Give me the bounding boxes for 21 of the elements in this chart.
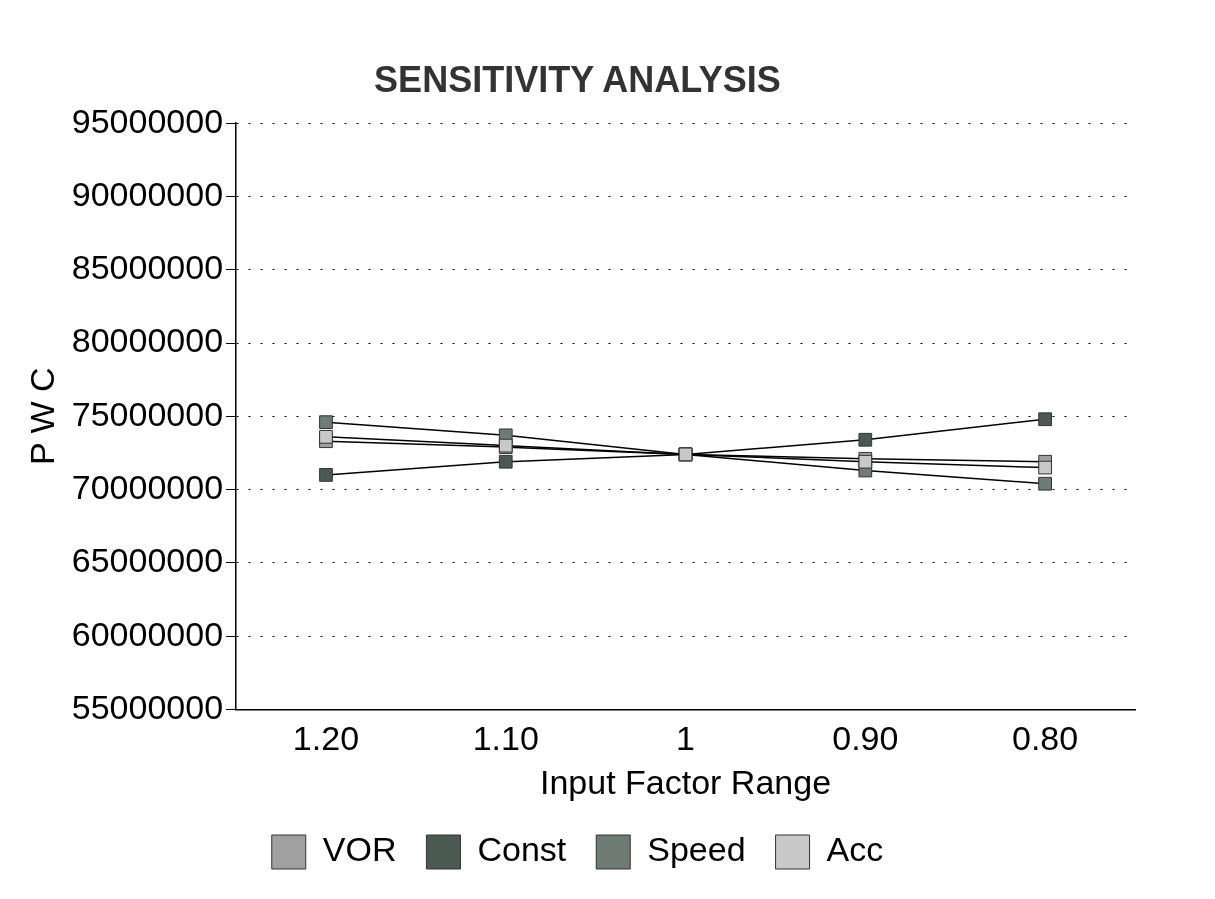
y-tick-label: 60000000 [71,614,224,653]
y-tick-label: 85000000 [71,248,224,287]
x-tick-label: 0.80 [1012,719,1079,758]
y-tick-label: 75000000 [71,394,224,433]
legend-label: Acc [826,830,884,869]
x-tick-label: 0.90 [832,719,899,758]
legend-label: VOR [322,830,397,869]
x-tick-label: 1 [676,719,695,758]
x-tick-label: 1.10 [472,719,539,758]
y-tick-label: 95000000 [71,101,224,140]
legend-label: Speed [647,830,746,869]
y-tick-label: 65000000 [71,541,224,580]
y-tick-label: 80000000 [71,321,224,360]
y-tick-label: 55000000 [71,687,224,726]
x-tick-label: 1.20 [292,719,360,758]
y-tick-label: 90000000 [71,174,224,213]
y-tick-label: 70000000 [71,467,224,506]
y-axis-title: P W C [22,367,61,466]
chart-title: SENSITIVITY ANALYSIS [374,58,781,100]
x-axis-title: Input Factor Range [540,762,832,801]
legend-label: Const [477,830,567,869]
